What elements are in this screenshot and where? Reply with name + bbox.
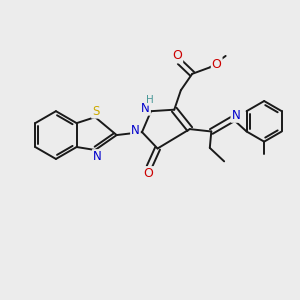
Text: N: N [231,109,240,122]
Text: N: N [141,102,150,115]
Text: N: N [93,150,102,163]
Text: O: O [212,58,222,71]
Text: S: S [92,105,99,118]
Text: O: O [144,167,154,180]
Text: H: H [146,95,153,105]
Text: N: N [131,124,140,137]
Text: O: O [172,50,182,62]
